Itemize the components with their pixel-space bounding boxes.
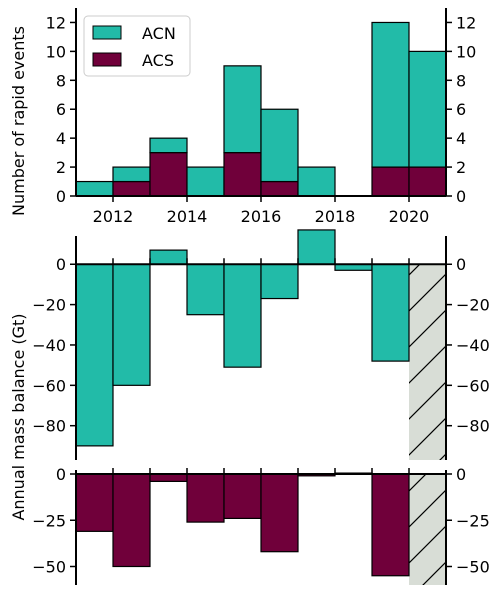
- bar-acn-2017: [297, 166, 336, 197]
- bar-panel1-2017: [297, 229, 336, 265]
- ytick-label-left-panel-1: −60: [32, 376, 66, 395]
- ytick-label-left-top: 12: [46, 13, 66, 32]
- axes-layer: 0 0 2 2 4 4 6 6 8 8 10 10 12 12 2012 2014 2016 2018 2020 0 0…: [32, 8, 490, 585]
- bar-panel1-2014: [186, 263, 225, 316]
- bar-acs-2013: [149, 152, 188, 197]
- ytick-label-left-top: 0: [56, 187, 66, 206]
- bar-panel1-2013: [149, 249, 188, 265]
- bar-acn-2013: [149, 137, 188, 154]
- ytick-label-left-top: 10: [46, 42, 66, 61]
- bar-panel2-2014: [186, 473, 225, 523]
- bar-panel2-2013: [149, 473, 188, 483]
- bar-panel1-2011: [75, 263, 114, 447]
- legend-swatch-acs: [92, 52, 122, 67]
- xtick-label: 2016: [241, 207, 282, 226]
- bar-acs-2012: [112, 180, 151, 197]
- bar-acs-2016: [260, 180, 299, 197]
- ytick-label-left-panel-1: −40: [32, 336, 66, 355]
- bar-acn-2020: [408, 50, 447, 168]
- bar-acs-2020: [408, 166, 447, 197]
- bar-acn-2019: [371, 21, 410, 168]
- hatched-bin-panel-1: [409, 264, 446, 460]
- xtick-label: 2018: [315, 207, 356, 226]
- ytick-label-right-top: 12: [456, 13, 476, 32]
- bar-panel2-2019: [371, 473, 410, 577]
- ytick-label-right-top: 4: [456, 129, 466, 148]
- ytick-label-left-top: 2: [56, 158, 66, 177]
- bar-panel1-2012: [112, 263, 151, 386]
- bar-panel2-2015: [223, 473, 262, 520]
- bar-panel2-2016: [260, 473, 299, 553]
- ytick-label-left-panel-1: 0: [56, 255, 66, 274]
- ytick-label-right-top: 0: [456, 187, 466, 206]
- ytick-label-right-panel-2: 0: [456, 465, 466, 484]
- bar-acs-2015: [223, 152, 262, 197]
- ytick-label-right-panel-1: −60: [456, 376, 490, 395]
- ytick-label-left-panel-1: −20: [32, 296, 66, 315]
- ytick-label-right-top: 6: [456, 100, 466, 119]
- ytick-label-right-top: 10: [456, 42, 476, 61]
- bar-panel2-2011: [75, 473, 114, 532]
- ytick-label-left-top: 8: [56, 71, 66, 90]
- ytick-label-right-panel-1: −40: [456, 336, 490, 355]
- bar-acs-2019: [371, 166, 410, 197]
- ytick-label-right-panel-1: 0: [456, 255, 466, 274]
- xtick-label: 2014: [167, 207, 208, 226]
- legend-label-acn: ACN: [142, 24, 176, 43]
- bar-panel2-2012: [112, 473, 151, 568]
- ytick-label-left-panel-1: −80: [32, 417, 66, 436]
- ytick-label-right-top: 2: [456, 158, 466, 177]
- bar-acn-2012: [112, 166, 151, 183]
- bar-acn-2016: [260, 108, 299, 183]
- legend-label-acs: ACS: [142, 51, 174, 70]
- bar-acn-2014: [186, 166, 225, 197]
- ytick-label-left-top: 6: [56, 100, 66, 119]
- bar-panel1-2019: [371, 263, 410, 362]
- legend-swatch-acn: [92, 25, 122, 40]
- y-axis-label-top: Number of rapid events: [9, 26, 28, 216]
- ytick-label-right-panel-2: −50: [456, 558, 490, 577]
- bar-acn-2011: [75, 180, 114, 197]
- bars-layer: [75, 21, 447, 585]
- bar-panel1-2015: [223, 263, 262, 368]
- xtick-label: 2012: [93, 207, 134, 226]
- y-axis-label-bottom: Annual mass balance (Gt): [9, 313, 28, 520]
- ytick-label-left-top: 4: [56, 129, 66, 148]
- hatched-bin-panel-2: [409, 474, 446, 585]
- bar-acn-2015: [223, 65, 262, 154]
- xtick-label: 2020: [389, 207, 430, 226]
- ytick-label-right-top: 8: [456, 71, 466, 90]
- ytick-label-right-panel-1: −20: [456, 296, 490, 315]
- ytick-label-right-panel-2: −25: [456, 511, 490, 530]
- legend: ACN ACS: [83, 15, 191, 77]
- ytick-label-left-panel-2: 0: [56, 465, 66, 484]
- bar-panel1-2016: [260, 263, 299, 300]
- ytick-label-left-panel-2: −50: [32, 558, 66, 577]
- ytick-label-right-panel-1: −80: [456, 417, 490, 436]
- ytick-label-left-panel-2: −25: [32, 511, 66, 530]
